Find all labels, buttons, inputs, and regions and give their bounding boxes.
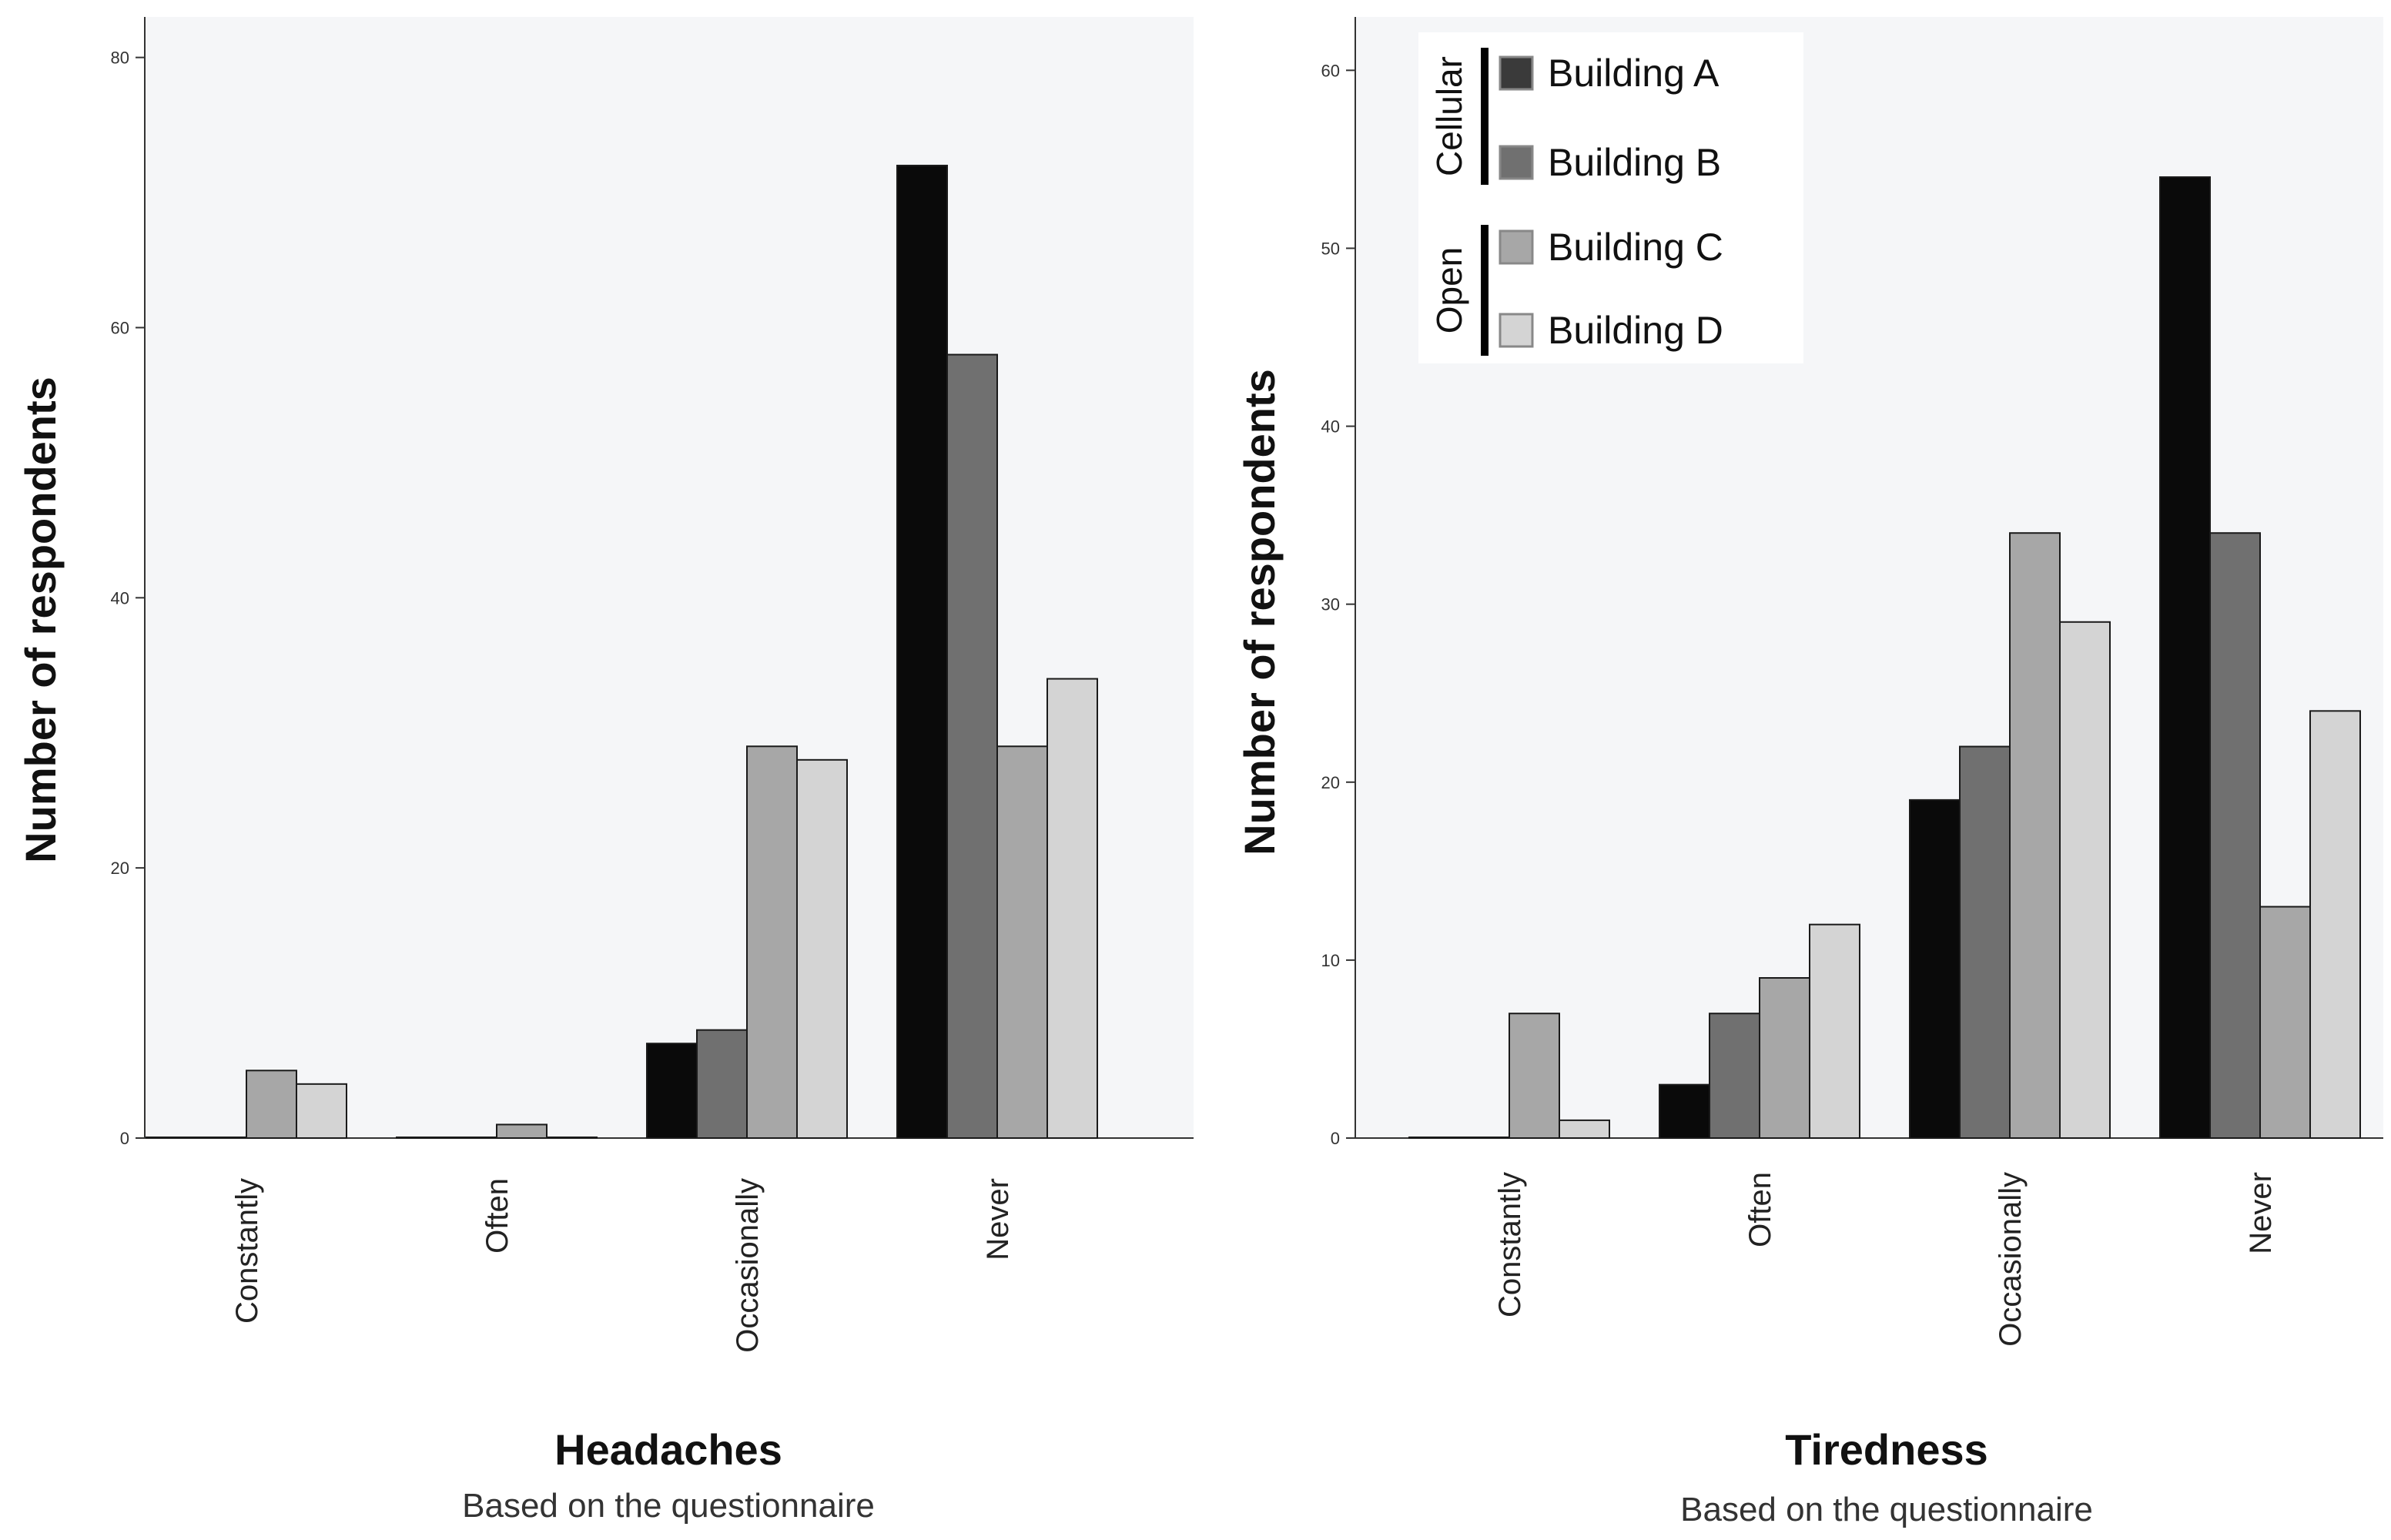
y-tick-label: 80	[111, 49, 129, 68]
bar-constantly-building-c	[1509, 1013, 1560, 1139]
x-axis-subtitle: Based on the questionnaire	[1680, 1491, 2093, 1528]
legend-swatch-building-b	[1499, 145, 1534, 180]
chart-headaches: 0 20 40 60 80 Constantly Often Occasionally Neve…	[16, 17, 1194, 1525]
bar-occasionally-building-d	[796, 758, 848, 1139]
bar-often-building-d	[546, 1137, 598, 1139]
bar-constantly-building-c	[246, 1070, 297, 1140]
bar-constantly-building-a	[146, 1137, 197, 1139]
y-tick-label: 10	[1321, 951, 1340, 970]
bar-occasionally-building-a	[1909, 798, 1961, 1140]
bar-constantly-building-b	[1458, 1137, 1510, 1139]
bar-never-building-c	[996, 745, 1048, 1139]
x-axis-title: Tiredness	[1785, 1425, 1988, 1474]
category-label-occasionally: Occasionally	[731, 1178, 765, 1353]
legend-group-label-open: Open	[1429, 247, 1469, 334]
bar-occasionally-building-c	[2009, 532, 2061, 1139]
bar-often-building-b	[1709, 1013, 1760, 1139]
bar-often-building-b	[446, 1137, 497, 1139]
bar-often-building-d	[1809, 923, 1860, 1139]
legend-swatch-building-d	[1499, 313, 1534, 348]
bar-often-building-c	[496, 1123, 548, 1140]
legend-group-label-cellular: Cellular	[1429, 56, 1469, 176]
bar-never-building-b	[2209, 532, 2261, 1139]
bar-occasionally-building-c	[746, 745, 798, 1139]
category-label-often: Often	[481, 1178, 514, 1254]
bar-never-building-c	[2259, 906, 2311, 1139]
y-tick-label: 20	[111, 859, 129, 878]
y-tick-label: 60	[1321, 61, 1340, 80]
y-tick-label: 0	[1331, 1129, 1340, 1148]
legend-swatch-building-c	[1499, 229, 1534, 265]
bar-occasionally-building-d	[2059, 621, 2111, 1139]
bar-never-building-a	[2159, 176, 2211, 1139]
bar-often-building-c	[1759, 977, 1810, 1139]
category-label-occasionally: Occasionally	[1994, 1172, 2028, 1347]
y-tick-label: 20	[1321, 773, 1340, 792]
bar-constantly-building-a	[1408, 1137, 1460, 1139]
bar-often-building-a	[396, 1137, 447, 1139]
y-tick-label: 40	[1321, 417, 1340, 437]
category-label-often: Often	[1743, 1172, 1777, 1247]
y-axis-title: Number of respondents	[1235, 369, 1284, 855]
y-tick-label: 30	[1321, 595, 1340, 614]
bar-never-building-a	[896, 164, 948, 1139]
y-tick-label: 60	[111, 318, 129, 337]
y-tick-label: 0	[120, 1129, 129, 1148]
bar-never-building-b	[946, 353, 998, 1140]
legend-swatch-building-a	[1499, 55, 1534, 91]
y-tick-label: 50	[1321, 239, 1340, 258]
legend-label-building-d: Building D	[1548, 309, 1723, 352]
category-label-never: Never	[2244, 1172, 2278, 1254]
y-tick-label: 40	[111, 588, 129, 608]
bar-never-building-d	[1046, 678, 1098, 1139]
category-label-never: Never	[981, 1178, 1015, 1260]
x-axis-subtitle: Based on the questionnaire	[462, 1487, 875, 1525]
bar-constantly-building-d	[296, 1083, 347, 1139]
legend-label-building-c: Building C	[1548, 226, 1723, 269]
bar-often-building-a	[1659, 1083, 1710, 1139]
legend-label-building-a: Building A	[1548, 52, 1720, 95]
legend: Cellular Building A Building B Open Building…	[1418, 32, 1803, 363]
bar-occasionally-building-a	[646, 1043, 698, 1140]
bar-occasionally-building-b	[1959, 745, 2011, 1139]
bar-constantly-building-b	[196, 1137, 247, 1139]
category-label-constantly: Constantly	[1493, 1172, 1527, 1317]
bar-constantly-building-d	[1559, 1119, 1610, 1140]
bar-never-building-d	[2309, 710, 2361, 1139]
legend-label-building-b: Building B	[1548, 141, 1721, 184]
x-axis-title: Headaches	[554, 1425, 782, 1474]
chart-tiredness: 0 10 20 30 40 50 60 Constantly Often Occasionally…	[1235, 17, 2383, 1528]
y-axis-title: Number of respondents	[16, 377, 65, 863]
bar-occasionally-building-b	[696, 1029, 748, 1139]
category-label-constantly: Constantly	[230, 1178, 264, 1324]
